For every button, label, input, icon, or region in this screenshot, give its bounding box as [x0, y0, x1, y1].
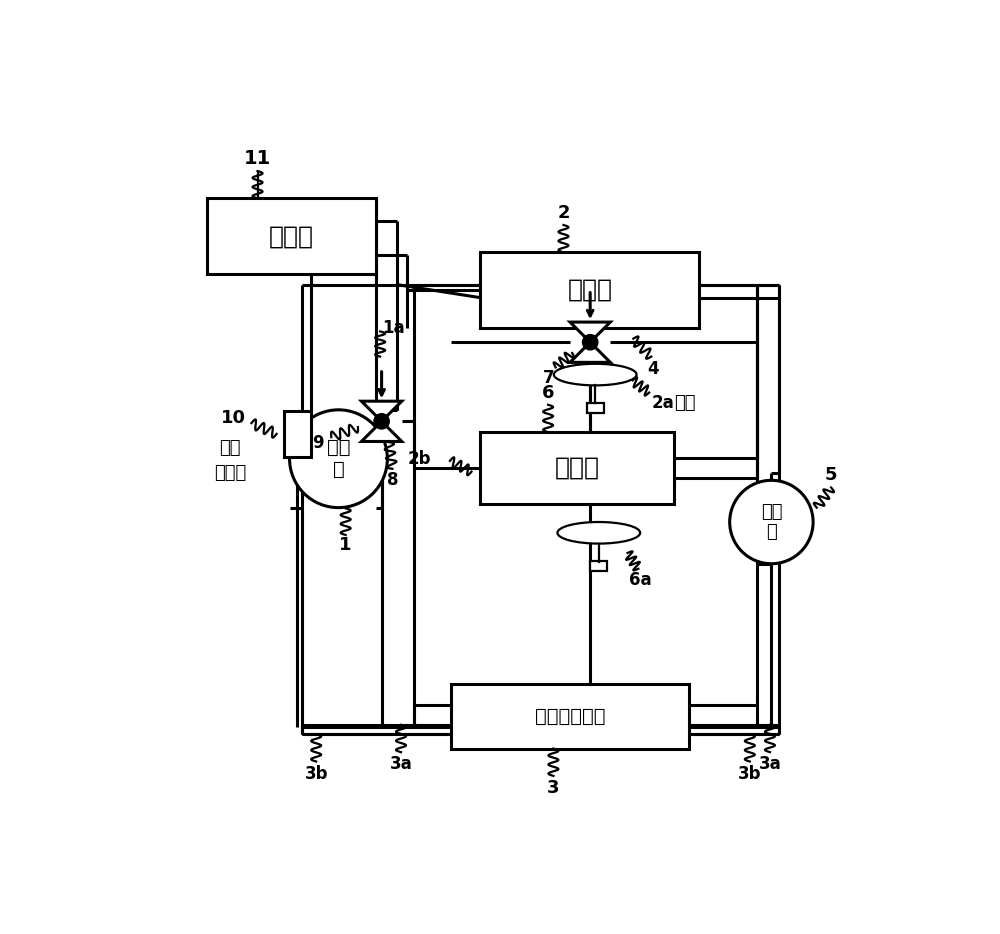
Text: 控制器: 控制器: [269, 224, 314, 248]
Text: 膨胀
阀: 膨胀 阀: [761, 502, 782, 542]
FancyBboxPatch shape: [284, 411, 311, 458]
Text: 气液热交换器: 气液热交换器: [535, 707, 605, 726]
FancyBboxPatch shape: [587, 403, 604, 413]
Text: 3b: 3b: [738, 765, 762, 783]
Text: 11: 11: [244, 149, 271, 168]
Text: 3a: 3a: [759, 756, 781, 773]
FancyBboxPatch shape: [590, 560, 607, 571]
Text: 风扇: 风扇: [674, 394, 696, 412]
Polygon shape: [570, 322, 610, 342]
Polygon shape: [361, 421, 402, 442]
Text: 9: 9: [313, 434, 324, 452]
Text: 蒸发器: 蒸发器: [555, 456, 600, 480]
Text: 压缩
机: 压缩 机: [327, 438, 350, 479]
Text: 4: 4: [648, 360, 659, 378]
Polygon shape: [361, 402, 402, 421]
Text: 8: 8: [387, 472, 398, 489]
Text: 冷凝器: 冷凝器: [567, 278, 612, 302]
Text: 1a: 1a: [382, 318, 404, 337]
Text: 2: 2: [557, 204, 570, 221]
Text: 10: 10: [221, 409, 246, 427]
Text: 3b: 3b: [304, 765, 328, 783]
Text: 7: 7: [543, 369, 554, 388]
Circle shape: [730, 480, 813, 564]
Text: 3a: 3a: [390, 756, 412, 773]
Text: 2a: 2a: [651, 394, 674, 412]
Text: 传感器: 传感器: [214, 464, 246, 483]
Circle shape: [583, 334, 598, 350]
Ellipse shape: [554, 364, 637, 386]
Ellipse shape: [557, 522, 640, 544]
Text: 2b: 2b: [407, 450, 431, 468]
Polygon shape: [570, 342, 610, 362]
Text: 5: 5: [825, 466, 837, 484]
FancyBboxPatch shape: [451, 684, 689, 748]
Text: 1: 1: [339, 536, 352, 554]
FancyBboxPatch shape: [207, 198, 376, 274]
Circle shape: [290, 410, 387, 508]
Circle shape: [374, 414, 389, 429]
Text: 6: 6: [542, 384, 554, 402]
FancyBboxPatch shape: [480, 252, 699, 328]
Text: 3: 3: [547, 779, 560, 797]
Text: 温度: 温度: [219, 439, 241, 458]
FancyBboxPatch shape: [480, 432, 674, 504]
Text: 6a: 6a: [629, 571, 652, 588]
